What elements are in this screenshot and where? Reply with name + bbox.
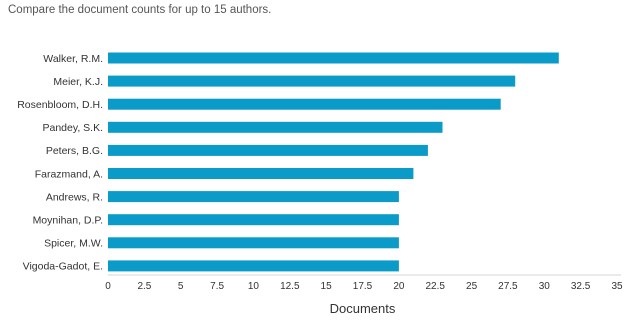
category-label: Spicer, M.W. <box>44 238 103 250</box>
category-label: Andrews, R. <box>46 191 103 203</box>
category-label: Walker, R.M. <box>43 53 103 65</box>
x-tick-layer: 0 2.5 5 7.5 10 12.5 15 17.5 20 22.5 25 27.5 30 32.5 35 <box>105 281 623 292</box>
x-tick-label: 10 <box>248 281 260 292</box>
x-tick-label: 35 <box>611 281 623 292</box>
bar <box>108 52 559 64</box>
x-tick-label: 15 <box>321 281 333 292</box>
category-label-layer: Walker, R.M. Meier, K.J. Rosenbloom, D.H. P… <box>17 53 103 273</box>
x-tick-label: 5 <box>178 281 184 292</box>
x-tick-label: 32.5 <box>571 281 591 292</box>
category-label: Vigoda-Gadot, E. <box>23 261 103 273</box>
x-tick-label: 25 <box>466 281 478 292</box>
bars-layer <box>108 52 559 272</box>
category-label: Moynihan, D.P. <box>33 215 103 227</box>
x-tick-label: 20 <box>393 281 405 292</box>
x-tick-label: 27.5 <box>498 281 518 292</box>
chart-subtitle: Compare the document counts for up to 15… <box>8 4 272 16</box>
bar <box>108 121 443 133</box>
x-tick-label: 17.5 <box>353 281 373 292</box>
category-label: Farazmand, A. <box>35 168 103 180</box>
x-tick-label: 30 <box>539 281 551 292</box>
x-tick-label: 7.5 <box>210 281 224 292</box>
x-tick-label: 12.5 <box>280 281 300 292</box>
bar <box>108 214 399 226</box>
category-label: Pandey, S.K. <box>42 122 103 134</box>
x-tick-label: 2.5 <box>137 281 151 292</box>
bar <box>108 237 399 249</box>
bar <box>108 191 399 203</box>
bar <box>108 98 501 110</box>
category-label: Rosenbloom, D.H. <box>17 99 103 111</box>
bar <box>108 260 399 272</box>
category-label: Peters, B.G. <box>46 145 103 157</box>
bar <box>108 75 516 87</box>
x-tick-label: 0 <box>105 281 111 292</box>
category-label: Meier, K.J. <box>53 76 103 88</box>
x-axis-title: Documents <box>330 301 396 316</box>
bar <box>108 144 428 156</box>
bar <box>108 168 414 179</box>
x-tick-label: 22.5 <box>425 281 445 292</box>
